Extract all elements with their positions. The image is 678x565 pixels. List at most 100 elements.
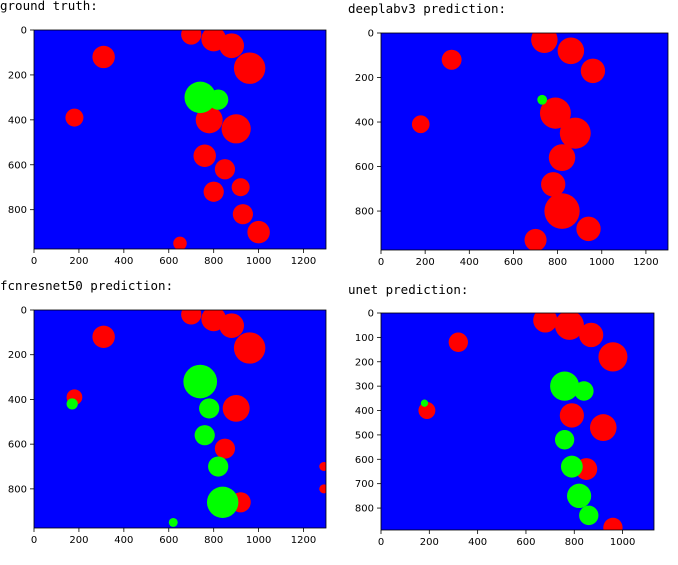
x-tick-label: 400 — [460, 257, 479, 268]
crop-region — [193, 144, 216, 168]
x-tick-label: 1000 — [610, 537, 635, 548]
x-tick-label: 0 — [31, 256, 37, 267]
y-tick-label: 700 — [355, 479, 374, 490]
mask-regions — [66, 310, 326, 527]
weed-region — [567, 483, 592, 509]
y-tick-label: 200 — [355, 357, 374, 368]
y-tick-label: 600 — [8, 440, 27, 451]
crop-region — [589, 414, 617, 442]
y-tick-label: 400 — [8, 115, 27, 126]
crop-region — [195, 106, 223, 134]
crop-region — [524, 228, 547, 250]
crop-region — [181, 30, 202, 45]
x-tick-label: 1200 — [291, 256, 316, 267]
weed-region — [199, 398, 220, 419]
crop-region — [233, 52, 266, 84]
crop-region — [544, 193, 580, 229]
crop-region — [559, 117, 591, 149]
x-tick-label: 200 — [69, 256, 88, 267]
crop-region — [559, 403, 584, 428]
crop-region — [576, 216, 601, 242]
y-tick-label: 500 — [355, 430, 374, 441]
crop-region — [92, 325, 115, 349]
x-tick-label: 0 — [378, 257, 384, 268]
x-tick-label: 800 — [548, 257, 567, 268]
panel-1: deeplabv3 prediction: 0 200 400 600 800 1000 12… — [348, 1, 669, 268]
x-tick-label: 600 — [159, 535, 178, 546]
crop-region — [448, 332, 468, 353]
axes-frame — [380, 312, 655, 531]
x-tick-label: 0 — [31, 535, 37, 546]
panel-0: ground truth: 0 200 400 600 800 1000 1200 0 200 40… — [0, 0, 327, 267]
crop-region — [173, 236, 187, 249]
weed-region — [208, 89, 229, 110]
crop-region — [203, 181, 224, 202]
weed-region — [537, 94, 548, 105]
background-region — [381, 33, 668, 250]
crop-region — [319, 484, 326, 494]
crop-region — [533, 313, 558, 333]
crop-region — [598, 342, 628, 372]
weed-region — [168, 517, 178, 527]
background-region — [34, 30, 326, 249]
crop-region — [548, 144, 576, 171]
weed-region — [550, 371, 580, 401]
crop-region — [441, 49, 462, 70]
crop-region — [231, 178, 250, 197]
crop-region — [579, 322, 604, 348]
y-tick-label: 200 — [8, 350, 27, 361]
weed-region — [560, 455, 583, 478]
panel-2: fcnresnet50 prediction: 0 200 400 600 800 1000… — [0, 278, 327, 546]
crop-region — [319, 462, 326, 471]
x-tick-label: 1000 — [246, 535, 271, 546]
x-tick-label: 200 — [420, 537, 439, 548]
x-tick-label: 600 — [504, 257, 523, 268]
weed-region — [66, 398, 78, 410]
crop-region — [531, 33, 558, 54]
crop-region — [232, 204, 253, 225]
crop-region — [65, 108, 84, 127]
crop-region — [181, 310, 202, 325]
background-region — [34, 310, 326, 528]
mask-regions — [411, 33, 606, 250]
crop-region — [221, 114, 251, 144]
x-tick-label: 200 — [416, 257, 435, 268]
weed-region — [184, 81, 216, 114]
y-tick-label: 400 — [8, 395, 27, 406]
axes-frame — [380, 32, 669, 251]
y-tick-label: 0 — [368, 309, 374, 320]
x-tick-label: 800 — [565, 537, 584, 548]
mask-regions — [65, 30, 270, 249]
y-tick-label: 0 — [21, 306, 27, 317]
x-tick-label: 400 — [114, 535, 133, 546]
weed-region — [194, 425, 215, 446]
weed-region — [554, 430, 575, 450]
x-tick-label: 600 — [159, 256, 178, 267]
crop-region — [219, 313, 245, 338]
crop-region — [214, 159, 236, 180]
y-tick-label: 400 — [355, 118, 374, 129]
crop-region — [539, 97, 571, 129]
crop-region — [214, 438, 236, 459]
crop-region — [247, 220, 270, 244]
x-tick-label: 600 — [516, 537, 535, 548]
panel-title: unet prediction: — [348, 282, 468, 297]
crop-region — [92, 45, 115, 69]
weed-region — [206, 486, 239, 518]
y-tick-label: 0 — [368, 29, 374, 40]
x-tick-label: 400 — [114, 256, 133, 267]
weed-region — [579, 505, 599, 526]
x-tick-label: 800 — [204, 256, 223, 267]
x-tick-label: 1200 — [291, 535, 316, 546]
weed-region — [183, 364, 218, 399]
y-tick-label: 600 — [8, 160, 27, 171]
weed-region — [208, 456, 229, 477]
axes-frame — [33, 29, 327, 250]
y-tick-label: 300 — [355, 382, 374, 393]
weed-region — [420, 399, 429, 407]
x-tick-label: 1000 — [589, 257, 614, 268]
y-tick-label: 600 — [355, 455, 374, 466]
panel-3: unet prediction: 0 200 400 600 800 1000 0 100 200… — [348, 282, 655, 548]
mask-regions — [418, 313, 628, 530]
